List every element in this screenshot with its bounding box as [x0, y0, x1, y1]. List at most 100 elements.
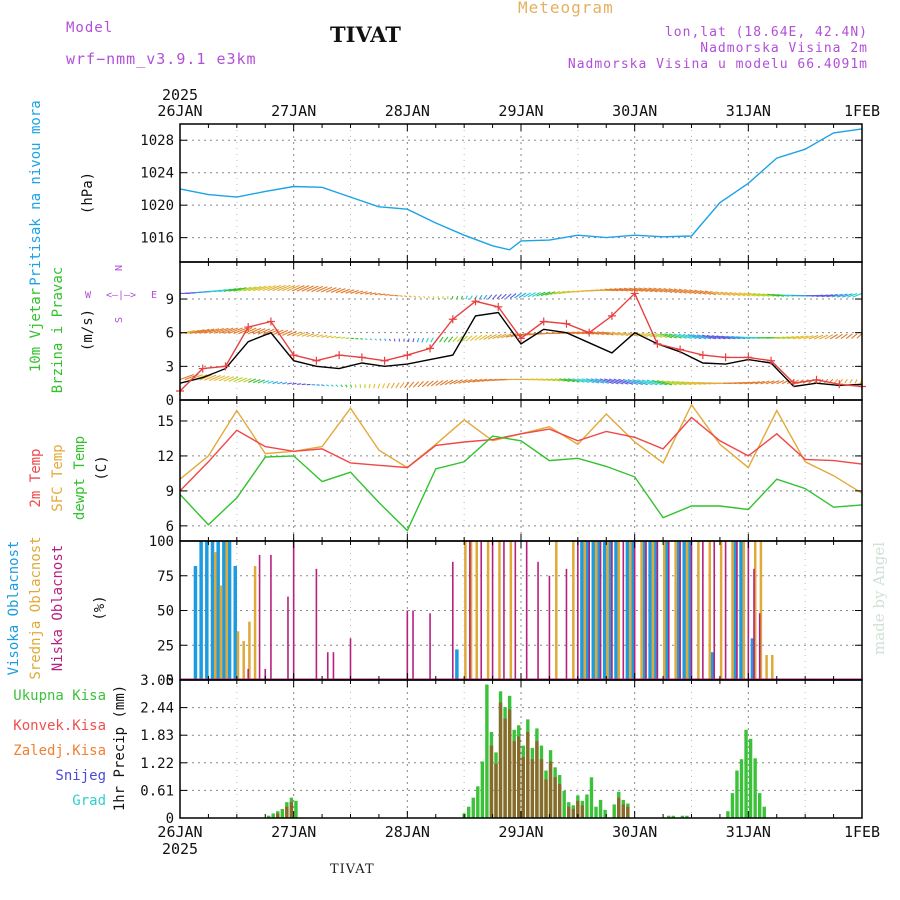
x-tick-label-bottom: 30JAN [612, 823, 657, 841]
cloud-bar-niska [611, 541, 613, 680]
wind-vector [306, 285, 319, 292]
wind-vector [321, 286, 333, 293]
wind-vector [686, 381, 702, 385]
cloud-bar-visoka [688, 541, 692, 680]
gust-marker [357, 353, 366, 362]
cloud-bar-niska [702, 541, 704, 680]
cloud-bar-srednja [697, 541, 700, 680]
wind-vector [449, 379, 458, 385]
wind-vector [238, 286, 252, 292]
wind-vector [218, 288, 232, 293]
precip-bar-total [594, 806, 598, 818]
wind-vector [554, 378, 565, 382]
wind-vector [439, 336, 444, 343]
cloud-bar-visoka [591, 541, 596, 680]
wind-vector [430, 337, 434, 343]
precip-bar-total [667, 815, 671, 818]
compass-e: E [151, 290, 157, 301]
wind-vector [248, 285, 262, 292]
wind-vector [465, 295, 468, 300]
y-tick-label: 1016 [140, 231, 174, 247]
pressure-line [179, 128, 863, 251]
wind-vector [726, 335, 741, 340]
wind-vector [316, 286, 328, 293]
wind-vector [608, 378, 624, 385]
wind-vector [330, 384, 334, 387]
x-tick-label-top: 28JAN [385, 102, 430, 120]
cloud-bar-niska [412, 610, 414, 680]
wind-vector [683, 288, 697, 295]
wind-vector [711, 335, 726, 340]
gust-marker [653, 339, 662, 348]
x-tick-label-top: 1FEB [844, 102, 880, 120]
cloud-bar-srednja [663, 541, 666, 680]
wind-vector [545, 291, 556, 296]
wind-vector [835, 333, 843, 340]
wind-vector [467, 378, 478, 384]
wind-vector [757, 293, 770, 297]
cloud-bar-srednja [225, 541, 228, 680]
wind-vector [355, 290, 364, 295]
precip-bar-convective [544, 779, 548, 818]
y-tick-label: 0 [166, 811, 174, 827]
x-tick-label-bottom: 27JAN [271, 823, 316, 841]
wind-vector [257, 379, 265, 384]
precip-bar-convective [567, 806, 571, 818]
cloud-bar-niska [452, 561, 454, 680]
precip-bar-convective [580, 805, 585, 818]
wind-vector [413, 381, 420, 388]
cloud-bar-srednja [765, 654, 768, 680]
wind-vector [430, 380, 439, 387]
wind-vector [633, 287, 648, 292]
wind-vector [412, 338, 415, 343]
wind-vector [483, 294, 488, 300]
chart-marks [176, 128, 866, 818]
wind-vector [492, 294, 498, 300]
wind-vector [461, 335, 468, 342]
wind-vector [386, 382, 390, 389]
wind-vector [296, 332, 306, 337]
wind-vector [252, 285, 267, 292]
x-tick-label-top: 29JAN [498, 102, 543, 120]
precip-bar-total [467, 806, 471, 818]
cloud-bar-niska [656, 541, 659, 680]
wind-vector [632, 379, 648, 386]
wind-vector [628, 287, 643, 292]
cloud-bar-srednja [475, 541, 478, 680]
wind-vector [655, 332, 668, 339]
wind-vector [316, 334, 324, 338]
wind-vector [663, 287, 678, 294]
wind-vector [453, 379, 463, 385]
footer-station: TIVAT [330, 862, 375, 877]
wind-vector [821, 294, 833, 298]
cloud-bar-srednja [219, 585, 223, 680]
wind-vector [373, 383, 376, 389]
gust-marker [448, 315, 457, 324]
temp-2m-line [179, 416, 863, 492]
wind-vector [659, 333, 673, 339]
cloud-bar-visoka [733, 541, 738, 680]
cloud-bar-srednja [594, 541, 598, 680]
wind-vector [572, 378, 585, 383]
precip-bar-total [294, 800, 298, 818]
cloud-bar-visoka [597, 541, 601, 680]
wind-vector [456, 335, 463, 342]
precip-bar-convective [521, 756, 525, 818]
precip-bar-total [671, 815, 676, 818]
cloud-bar-visoka [455, 649, 459, 680]
wind-vector [678, 288, 692, 295]
wind-vector [739, 381, 751, 385]
x-tick-label-bottom: 1FEB [844, 823, 880, 841]
wind-vector [399, 382, 405, 389]
mid-cloud-title: Srednja Oblacnost [28, 536, 44, 679]
axes [179, 123, 863, 819]
precip-bar-convective [626, 806, 630, 818]
wind-vector [262, 285, 277, 292]
wind-vector [311, 333, 319, 338]
gust-marker [403, 351, 412, 360]
precip-bar-total [485, 684, 489, 818]
wind-vector [590, 378, 604, 384]
cloud-bar-srednja [617, 541, 621, 680]
gust-marker [426, 344, 435, 353]
cloud-bar-srednja [236, 631, 240, 680]
